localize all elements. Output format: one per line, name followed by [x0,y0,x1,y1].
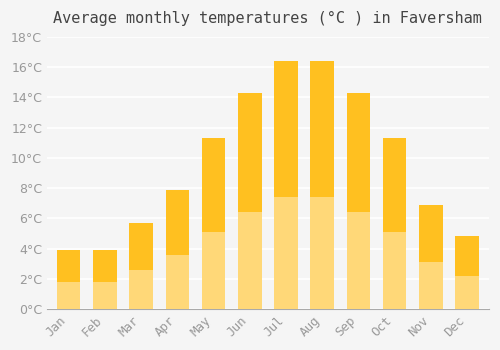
Bar [57,282,80,309]
Bar [166,255,189,309]
Bar [456,236,479,309]
Bar [130,270,153,309]
Bar [383,138,406,309]
Bar [166,190,189,309]
Bar [238,212,262,309]
Bar [202,138,226,232]
Bar [419,262,442,309]
Title: Average monthly temperatures (°C ) in Faversham: Average monthly temperatures (°C ) in Fa… [54,11,482,26]
Bar [274,197,298,309]
Bar [383,232,406,309]
Bar [346,93,370,309]
Bar [383,138,406,232]
Bar [274,61,298,197]
Bar [57,250,80,282]
Bar [202,232,226,309]
Bar [93,250,116,282]
Bar [93,282,116,309]
Bar [238,93,262,212]
Bar [274,61,298,309]
Bar [130,223,153,270]
Bar [57,250,80,309]
Bar [202,138,226,309]
Bar [310,61,334,197]
Bar [456,236,479,276]
Bar [130,223,153,309]
Bar [310,197,334,309]
Bar [346,93,370,212]
Bar [419,205,442,262]
Bar [93,250,116,309]
Bar [238,93,262,309]
Bar [346,212,370,309]
Bar [419,205,442,309]
Bar [456,276,479,309]
Bar [310,61,334,309]
Bar [166,190,189,255]
